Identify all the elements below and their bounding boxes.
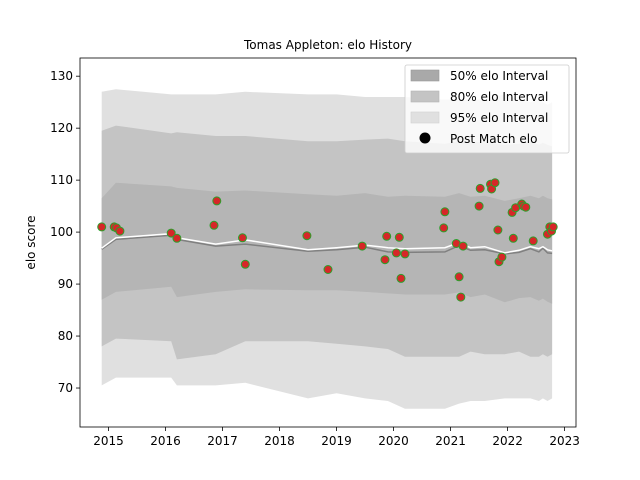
x-tick-label: 2017 bbox=[207, 434, 238, 448]
post-match-point bbox=[508, 233, 518, 243]
post-match-point bbox=[475, 183, 485, 193]
legend: 50% elo Interval 80% elo Interval 95% el… bbox=[404, 64, 570, 154]
post-match-point bbox=[357, 241, 367, 251]
rating-lines bbox=[101, 232, 553, 255]
y-tick-label: 110 bbox=[50, 173, 73, 187]
legend-label-95: 95% elo Interval bbox=[450, 111, 548, 125]
legend-marker-post-match bbox=[419, 132, 431, 144]
post-match-point bbox=[439, 223, 449, 233]
post-match-point bbox=[497, 252, 507, 262]
post-match-point bbox=[394, 232, 404, 242]
legend-label-50: 50% elo Interval bbox=[450, 69, 548, 83]
band-50-elo-interval bbox=[101, 182, 553, 304]
legend-frame bbox=[404, 64, 570, 154]
y-tick-label: 130 bbox=[50, 69, 73, 83]
x-tick-label: 2019 bbox=[321, 434, 352, 448]
chart-title: Tomas Appleton: elo History bbox=[243, 38, 412, 52]
y-tick-label: 90 bbox=[58, 277, 73, 291]
x-tick-label: 2022 bbox=[492, 434, 523, 448]
plot-frame bbox=[79, 57, 577, 428]
y-tick-label: 80 bbox=[58, 329, 73, 343]
legend-swatch-80 bbox=[410, 90, 440, 103]
mean-rating-line bbox=[101, 234, 553, 255]
post-match-point bbox=[490, 178, 500, 188]
post-match-point bbox=[166, 228, 176, 238]
legend-label-80: 80% elo Interval bbox=[450, 90, 548, 104]
y-axis-label: elo score bbox=[24, 215, 38, 269]
y-tick-label: 100 bbox=[50, 225, 73, 239]
post-match-point bbox=[391, 248, 401, 258]
x-tick-label: 2023 bbox=[549, 434, 580, 448]
post-match-point bbox=[440, 207, 450, 217]
x-tick-label: 2021 bbox=[435, 434, 466, 448]
legend-swatch-95 bbox=[410, 111, 440, 124]
post-match-point bbox=[212, 196, 222, 206]
post-match-point bbox=[396, 273, 406, 283]
post-match-point bbox=[528, 236, 538, 246]
post-match-point bbox=[172, 233, 182, 243]
x-tick-label: 2016 bbox=[150, 434, 181, 448]
post-match-point bbox=[474, 201, 484, 211]
legend-label-post-match: Post Match elo bbox=[450, 132, 537, 146]
y-tick-label: 120 bbox=[50, 121, 73, 135]
post-match-point bbox=[97, 222, 107, 232]
y-axis: 70 80 90 100 110 120 130 bbox=[50, 69, 80, 395]
post-match-point bbox=[400, 249, 410, 259]
y-tick-label: 70 bbox=[58, 381, 73, 395]
median-rating-line bbox=[101, 232, 553, 254]
post-match-point bbox=[458, 241, 468, 251]
plot-area bbox=[97, 89, 558, 409]
post-match-point bbox=[548, 222, 558, 232]
post-match-point bbox=[454, 272, 464, 282]
post-match-point bbox=[302, 231, 312, 241]
post-match-point bbox=[238, 233, 247, 243]
post-match-point bbox=[209, 220, 219, 230]
post-match-points bbox=[97, 178, 558, 302]
legend-swatch-50 bbox=[410, 69, 440, 82]
post-match-point bbox=[521, 202, 531, 212]
post-match-point bbox=[240, 259, 250, 269]
x-tick-label: 2018 bbox=[264, 434, 295, 448]
post-match-point bbox=[456, 292, 466, 302]
post-match-point bbox=[493, 225, 503, 235]
x-tick-label: 2015 bbox=[93, 434, 124, 448]
post-match-point bbox=[382, 231, 392, 241]
post-match-point bbox=[380, 255, 390, 265]
x-axis: 2015 2016 2017 2018 2019 2020 2021 2022 2023 bbox=[93, 427, 580, 448]
x-tick-label: 2020 bbox=[378, 434, 409, 448]
post-match-point bbox=[323, 265, 333, 274]
post-match-point bbox=[115, 226, 125, 236]
